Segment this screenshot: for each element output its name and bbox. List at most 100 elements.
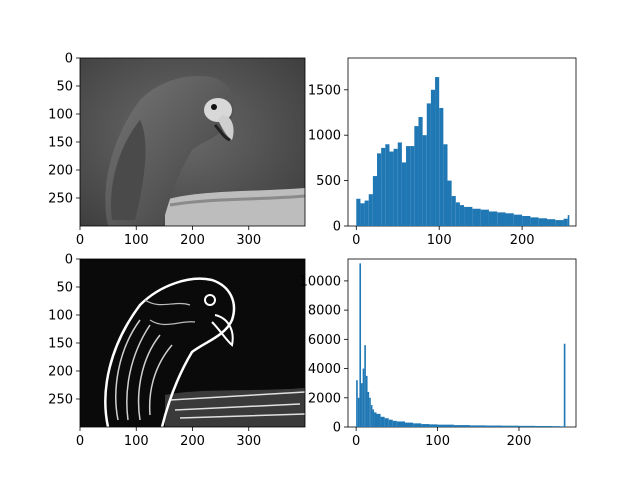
y-tick-label: 0 xyxy=(65,52,73,67)
y-tick-label: 8000 xyxy=(308,304,341,319)
y-tick-label: 100 xyxy=(48,309,73,324)
histogram-bar xyxy=(486,425,503,427)
histogram-bar xyxy=(519,425,536,427)
histogram-1-bars xyxy=(356,77,570,226)
y-tick-label: 0 xyxy=(333,220,341,235)
histogram-bar xyxy=(364,200,369,226)
histogram-bar xyxy=(464,206,473,226)
x-tick-label: 100 xyxy=(427,233,452,248)
histogram-bar xyxy=(396,421,405,427)
histogram-bar xyxy=(538,218,547,226)
y-tick-label: 2000 xyxy=(308,391,341,406)
histogram-bar xyxy=(447,180,452,226)
histogram-bar xyxy=(551,426,560,427)
histogram-bar xyxy=(392,420,397,427)
histogram-bar xyxy=(563,218,568,226)
y-tick-label: 150 xyxy=(48,337,73,352)
y-tick-label: 0 xyxy=(333,421,341,436)
histogram-bar xyxy=(429,424,438,427)
histogram-bar xyxy=(356,198,361,226)
histogram-bar xyxy=(364,345,366,427)
histogram-bar xyxy=(505,213,514,226)
histogram-bar xyxy=(426,103,431,226)
histogram-bar xyxy=(559,426,564,427)
histogram-bar xyxy=(418,117,423,226)
axes-1-ticks: 0 100 200 300 0 50 100 150 200 250 xyxy=(48,52,261,249)
histogram-bar xyxy=(480,209,489,226)
histogram-bar xyxy=(422,135,427,226)
y-tick-label: 6000 xyxy=(308,333,341,348)
y-tick-label: 1500 xyxy=(308,83,341,98)
histogram-bar xyxy=(397,142,402,226)
axes-2-ticks: 0 100 200 0 500 1000 1500 xyxy=(308,83,535,248)
x-tick-label: 200 xyxy=(180,233,205,248)
histogram-bar xyxy=(374,412,377,427)
histogram-bar xyxy=(406,146,411,226)
histogram-bar xyxy=(389,151,394,226)
histogram-bar xyxy=(372,409,375,427)
histogram-bar xyxy=(362,368,365,427)
histogram-bar xyxy=(369,397,371,427)
histogram-bar xyxy=(401,162,407,226)
histogram-bar xyxy=(377,153,382,226)
histogram-bar xyxy=(410,146,415,226)
histogram-bar xyxy=(443,144,448,226)
axes-3-ticks: 0 100 200 300 0 50 100 150 200 250 xyxy=(48,253,261,450)
histogram-bar xyxy=(357,397,360,427)
histogram-bar xyxy=(435,77,440,226)
histogram-bar xyxy=(361,383,363,427)
histogram-bar xyxy=(453,425,471,427)
y-tick-label: 50 xyxy=(56,281,73,296)
x-tick-label: 100 xyxy=(124,434,149,449)
x-tick-label: 200 xyxy=(510,233,535,248)
histogram-bar xyxy=(376,413,381,427)
y-tick-label: 1000 xyxy=(308,129,341,144)
histogram-bar xyxy=(359,263,362,427)
y-tick-label: 250 xyxy=(48,192,73,207)
histogram-bar xyxy=(385,144,390,226)
histogram-bar xyxy=(459,205,465,226)
y-tick-label: 500 xyxy=(316,174,341,189)
y-tick-label: 200 xyxy=(48,164,73,179)
histogram-bar xyxy=(370,405,373,427)
histogram-bar xyxy=(530,217,539,226)
histogram-bar xyxy=(455,202,460,226)
histogram-bar xyxy=(372,176,378,226)
y-tick-label: 10000 xyxy=(300,274,341,289)
histogram-bar xyxy=(522,216,531,226)
histogram-bar xyxy=(365,375,368,427)
x-tick-label: 0 xyxy=(352,434,360,449)
x-tick-label: 0 xyxy=(76,434,84,449)
histogram-bar xyxy=(380,416,385,427)
histogram-bar xyxy=(470,425,487,427)
histogram-bar xyxy=(388,419,393,427)
axes-frame-4 xyxy=(347,258,577,428)
histogram-bar xyxy=(546,219,556,226)
histogram-bar xyxy=(421,424,430,427)
histogram-bar xyxy=(360,203,365,226)
histogram-bar xyxy=(513,214,523,226)
histogram-2-bars xyxy=(356,263,566,427)
y-tick-label: 150 xyxy=(48,136,73,151)
y-tick-label: 200 xyxy=(48,365,73,380)
histogram-bar xyxy=(356,380,358,427)
histogram-bar xyxy=(414,126,419,226)
histogram-bar xyxy=(451,196,456,226)
x-tick-label: 0 xyxy=(352,233,360,248)
y-tick-label: 250 xyxy=(48,393,73,408)
histogram-bar xyxy=(437,424,454,427)
histogram-bar xyxy=(384,418,389,427)
histogram-bar xyxy=(502,425,519,427)
histogram-bar xyxy=(381,147,386,226)
histogram-bar xyxy=(563,343,566,427)
x-tick-label: 300 xyxy=(236,434,261,449)
x-tick-label: 200 xyxy=(507,434,532,449)
histogram-bar xyxy=(567,215,570,226)
y-tick-label: 50 xyxy=(56,80,73,95)
histogram-bar xyxy=(439,107,444,226)
histogram-bar xyxy=(367,391,370,427)
x-tick-label: 100 xyxy=(124,233,149,248)
histogram-bar xyxy=(472,208,481,226)
